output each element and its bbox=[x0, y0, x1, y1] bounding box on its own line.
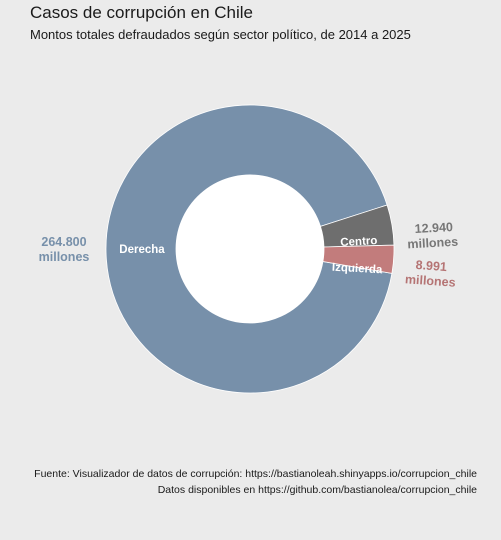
unit-label-centro: millones bbox=[407, 235, 458, 252]
value-label-centro: 12.940 bbox=[414, 220, 453, 236]
slice-derecha bbox=[105, 104, 393, 394]
data-availability-caption: Datos disponibles en https://github.com/… bbox=[157, 484, 477, 496]
chart-subtitle: Montos totales defraudados según sector … bbox=[30, 27, 411, 42]
label-centro: Centro bbox=[340, 235, 378, 249]
value-label-izquierda: 8.991 bbox=[415, 258, 447, 274]
value-label-derecha: 264.800 bbox=[41, 235, 86, 249]
donut-hole bbox=[176, 175, 324, 323]
unit-label-derecha: millones bbox=[39, 250, 90, 264]
chart-title: Casos de corrupción en Chile bbox=[30, 3, 254, 22]
source-caption: Fuente: Visualizador de datos de corrupc… bbox=[34, 468, 477, 480]
unit-label-izquierda: millones bbox=[404, 272, 456, 290]
label-derecha: Derecha bbox=[119, 244, 165, 256]
label-izquierda: Izquierda bbox=[332, 262, 384, 277]
